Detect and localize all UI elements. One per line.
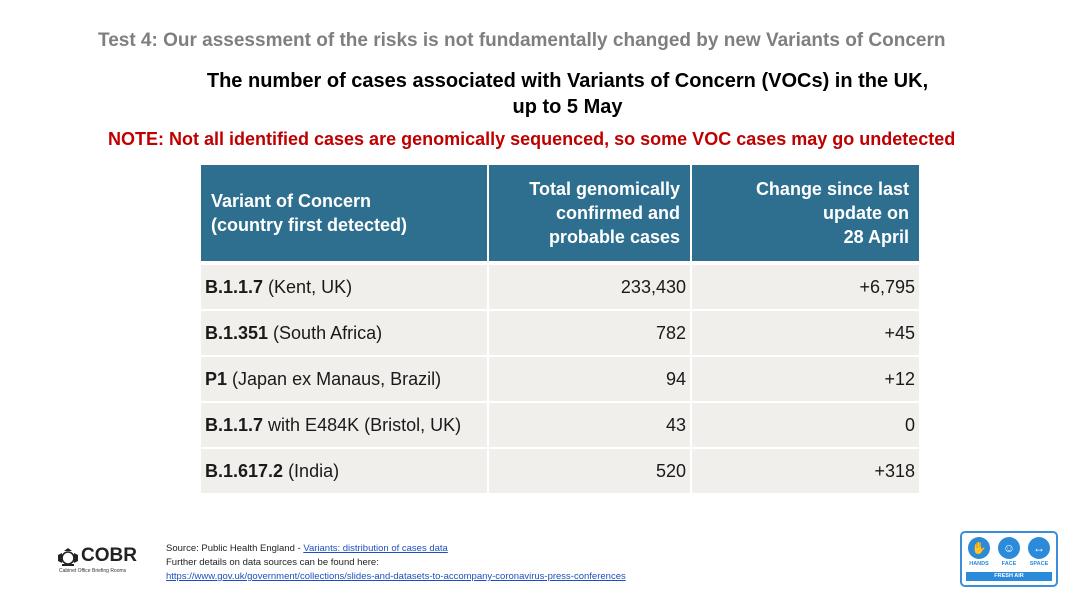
hands-icon: ✋ bbox=[968, 537, 990, 559]
header-total-line-2: confirmed and bbox=[555, 203, 680, 223]
hands-face-space-badge: ✋ HANDS ☺ FACE ↔ SPACE FRESH AIR bbox=[960, 531, 1058, 587]
table-header-row: Variant of Concern (country first detect… bbox=[201, 165, 919, 263]
header-total-line-1: Total genomically bbox=[529, 179, 680, 199]
variant-detail: (India) bbox=[283, 460, 340, 481]
main-title-line-2: up to 5 May bbox=[512, 96, 623, 118]
space-cell: ↔ SPACE bbox=[1024, 537, 1054, 567]
header-change-line-1: Change since last bbox=[755, 179, 909, 199]
variant-cell: P1 (Japan ex Manaus, Brazil) bbox=[201, 355, 488, 402]
main-title-line-1: The number of cases associated with Vari… bbox=[206, 70, 929, 92]
cobr-logo: COBR Cabinet Office Briefing Rooms bbox=[57, 545, 147, 577]
fresh-air-bar: FRESH AIR bbox=[966, 572, 1052, 581]
variant-detail: (South Africa) bbox=[268, 322, 383, 343]
header-change-line-2: update on bbox=[823, 203, 909, 223]
face-label: FACE bbox=[1001, 561, 1017, 567]
table-row: B.1.617.2 (India) 520 +318 bbox=[201, 447, 919, 493]
face-cell: ☺ FACE bbox=[994, 537, 1024, 567]
further-details: Further details on data sources can be f… bbox=[166, 557, 379, 568]
total-cell: 43 bbox=[487, 401, 691, 448]
space-label: SPACE bbox=[1029, 561, 1049, 567]
variant-code: B.1.617.2 bbox=[205, 460, 284, 481]
header-variant: Variant of Concern (country first detect… bbox=[201, 165, 488, 263]
table-row: B.1.351 (South Africa) 782 +45 bbox=[201, 309, 919, 356]
header-variant-line-2: (country first detected) bbox=[211, 215, 408, 235]
source-notes: Source: Public Health England - Variants… bbox=[166, 542, 626, 584]
source-line: Source: Public Health England - Variants… bbox=[166, 542, 626, 556]
face-icon: ☺ bbox=[998, 537, 1020, 559]
test-title: Test 4: Our assessment of the risks is n… bbox=[98, 30, 946, 51]
cobr-subtitle: Cabinet Office Briefing Rooms bbox=[59, 568, 127, 574]
variant-cell: B.1.1.7 with E484K (Bristol, UK) bbox=[201, 401, 488, 448]
variant-code: B.1.1.7 bbox=[205, 276, 264, 297]
variant-detail: (Japan ex Manaus, Brazil) bbox=[227, 368, 442, 389]
space-icon: ↔ bbox=[1028, 537, 1050, 559]
main-title: The number of cases associated with Vari… bbox=[0, 68, 1080, 120]
source-prefix: Source: Public Health England - bbox=[166, 543, 304, 554]
header-total: Total genomically confirmed and probable… bbox=[487, 165, 691, 263]
variant-cell: B.1.351 (South Africa) bbox=[201, 309, 488, 356]
datasets-url-link[interactable]: https://www.gov.uk/government/collection… bbox=[166, 571, 626, 582]
change-cell: +45 bbox=[690, 309, 919, 356]
royal-crest-icon bbox=[58, 548, 78, 566]
variant-cell: B.1.617.2 (India) bbox=[201, 447, 488, 493]
header-change-line-3: 28 April bbox=[843, 227, 909, 247]
header-variant-line-1: Variant of Concern bbox=[211, 191, 372, 211]
table-row: B.1.1.7 with E484K (Bristol, UK) 43 0 bbox=[201, 401, 919, 448]
change-cell: +6,795 bbox=[690, 261, 919, 310]
url-line: https://www.gov.uk/government/collection… bbox=[166, 570, 626, 584]
variant-detail: (Kent, UK) bbox=[263, 276, 353, 297]
change-cell: 0 bbox=[690, 401, 919, 448]
change-cell: +12 bbox=[690, 355, 919, 402]
variant-code: B.1.351 bbox=[205, 322, 269, 343]
hands-cell: ✋ HANDS bbox=[964, 537, 994, 567]
variant-detail: with E484K (Bristol, UK) bbox=[263, 414, 462, 435]
source-link[interactable]: Variants: distribution of cases data bbox=[303, 543, 448, 554]
total-cell: 94 bbox=[487, 355, 691, 402]
variant-code: B.1.1.7 bbox=[205, 414, 264, 435]
hands-label: HANDS bbox=[969, 561, 989, 567]
cobr-wordmark: COBR bbox=[81, 545, 137, 566]
variant-code: P1 bbox=[205, 368, 228, 389]
header-change: Change since last update on 28 April bbox=[690, 165, 919, 263]
variant-cell: B.1.1.7 (Kent, UK) bbox=[201, 261, 488, 310]
voc-table: Variant of Concern (country first detect… bbox=[201, 165, 919, 493]
header-total-line-3: probable cases bbox=[548, 227, 680, 247]
total-cell: 233,430 bbox=[487, 261, 691, 310]
note: NOTE: Not all identified cases are genom… bbox=[108, 129, 956, 149]
change-cell: +318 bbox=[690, 447, 919, 493]
table-row: P1 (Japan ex Manaus, Brazil) 94 +12 bbox=[201, 355, 919, 402]
total-cell: 782 bbox=[487, 309, 691, 356]
total-cell: 520 bbox=[487, 447, 691, 493]
table-row: B.1.1.7 (Kent, UK) 233,430 +6,795 bbox=[201, 261, 919, 310]
